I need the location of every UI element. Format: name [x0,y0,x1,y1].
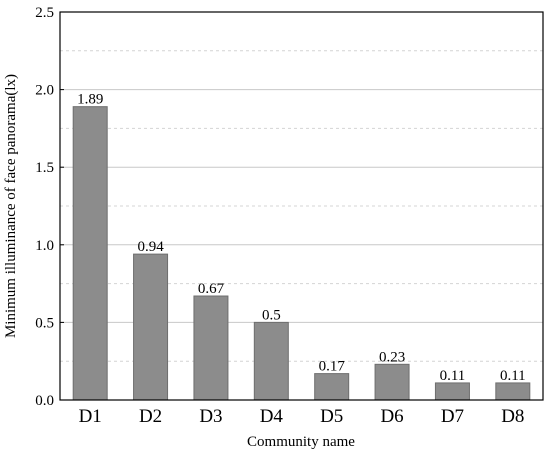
bar-d7 [434,382,470,401]
data-label-d8: 0.11 [500,368,526,384]
data-label-d5: 0.17 [319,359,346,375]
bar-d3 [193,295,229,401]
y-tick-label: 1.0 [35,238,54,254]
bar-d5 [314,373,350,401]
data-label-d6: 0.23 [379,349,405,365]
bar-d6 [374,363,410,401]
data-label-d2: 0.94 [137,239,164,255]
x-tick-label: D3 [199,406,222,427]
bar-d1 [72,106,108,401]
y-tick-label: 0.0 [35,393,54,409]
y-tick-label: 1.5 [35,160,54,176]
data-label-d1: 1.89 [77,92,103,108]
data-label-d4: 0.5 [262,307,281,323]
y-axis-ticks: 0.0 0.5 1.0 1.5 2.0 2.5 [35,5,64,409]
x-tick-label: D4 [260,406,284,427]
x-axis-title: Community name [247,434,355,450]
y-tick-label: 2.5 [35,5,54,21]
bar-d8 [495,382,531,401]
plot-frame [59,11,544,401]
y-tick-label: 2.0 [35,83,54,99]
y-axis-title: Minimum illuminance of face panorama(lx) [3,74,19,338]
data-label-d7: 0.11 [440,368,466,384]
x-tick-label: D6 [380,406,403,427]
data-label-d3: 0.67 [198,281,225,297]
x-tick-label: D1 [79,406,102,427]
x-axis-ticks: D1 D2 D3 D4 D5 D6 D7 D8 [79,406,525,427]
grid-lines [60,11,543,362]
x-tick-label: D5 [320,406,343,427]
bar-d2 [133,253,169,401]
x-tick-label: D2 [139,406,162,427]
x-tick-label: D8 [501,406,524,427]
data-labels: 1.89 0.94 0.67 0.5 0.17 0.23 0.11 0.11 [77,92,526,384]
x-tick-label: D7 [441,406,464,427]
y-tick-label: 0.5 [35,315,54,331]
bar-d4 [253,321,289,401]
